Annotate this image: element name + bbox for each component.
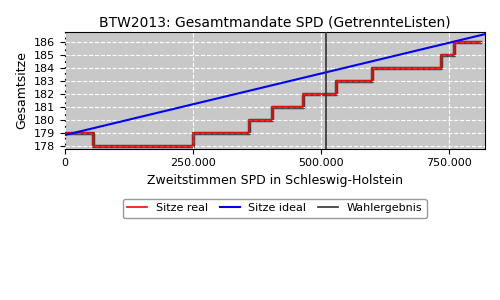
Sitze real xyxy=(438,53,444,57)
Sitze real xyxy=(266,118,272,122)
Sitze real xyxy=(90,144,96,148)
Sitze real xyxy=(472,40,478,44)
Sitze real xyxy=(300,92,306,96)
Sitze real xyxy=(448,53,454,57)
Sitze real xyxy=(118,144,124,148)
Sitze real xyxy=(269,105,275,109)
Sitze real xyxy=(166,144,172,148)
Sitze real xyxy=(292,105,298,109)
Sitze real xyxy=(323,92,329,96)
Sitze real xyxy=(344,79,349,83)
Legend: Sitze real, Sitze ideal, Wahlergebnis: Sitze real, Sitze ideal, Wahlergebnis xyxy=(123,199,426,218)
Sitze real xyxy=(213,131,219,135)
Sitze real xyxy=(298,105,304,109)
Sitze real xyxy=(398,66,404,70)
Sitze real xyxy=(451,40,457,44)
Sitze real xyxy=(420,66,426,70)
Sitze real xyxy=(318,92,324,96)
Line: Sitze real: Sitze real xyxy=(64,42,480,146)
Sitze real xyxy=(87,131,93,135)
Sitze real xyxy=(366,79,372,83)
Sitze real xyxy=(390,66,396,70)
Sitze real xyxy=(369,66,375,70)
Sitze real xyxy=(341,79,347,83)
Sitze real xyxy=(477,40,483,44)
Y-axis label: Gesamtsitze: Gesamtsitze xyxy=(15,51,28,129)
Sitze real xyxy=(334,79,340,83)
Sitze real xyxy=(416,66,422,70)
Sitze real xyxy=(246,118,252,122)
Sitze real xyxy=(164,144,170,148)
Sitze real xyxy=(120,144,126,148)
Sitze real xyxy=(190,131,196,135)
Sitze real xyxy=(187,144,193,148)
Sitze real xyxy=(62,131,68,135)
X-axis label: Zweitstimmen SPD in Schleswig-Holstein: Zweitstimmen SPD in Schleswig-Holstein xyxy=(147,174,403,187)
Title: BTW2013: Gesamtmandate SPD (GetrennteListen): BTW2013: Gesamtmandate SPD (GetrennteLis… xyxy=(99,15,451,29)
Sitze real xyxy=(244,131,250,135)
